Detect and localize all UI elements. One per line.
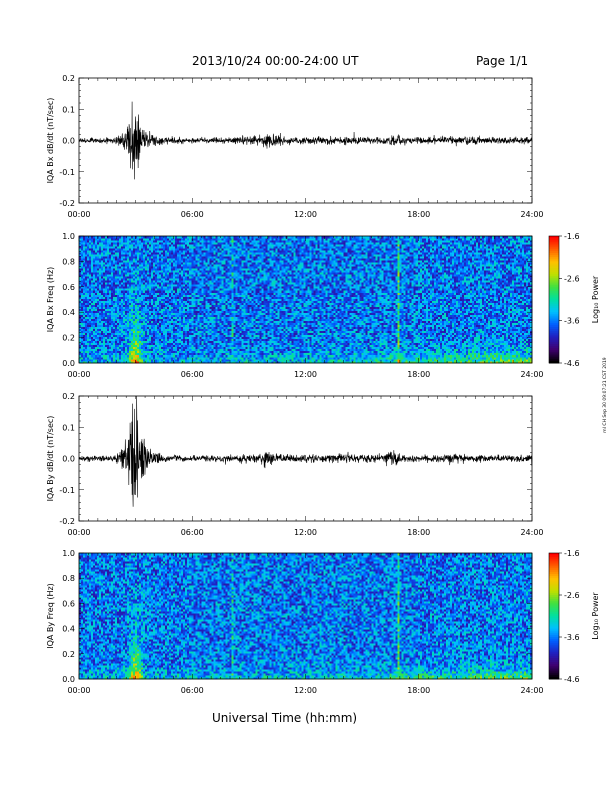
y-tick-label: 0.2 <box>62 334 75 343</box>
y-ticks <box>79 395 532 522</box>
x-tick-label: 12:00 <box>294 528 317 537</box>
y-tick-label: -0.1 <box>59 168 75 177</box>
y-tick-label: 0.0 <box>62 675 75 684</box>
x-tick-label: 00:00 <box>67 528 90 537</box>
y-tick-label: 0.0 <box>62 359 75 368</box>
x-tick-label: 00:00 <box>67 210 90 219</box>
colorbar-tick-label: -2.6 <box>564 274 580 283</box>
y-ticks <box>79 552 532 680</box>
y-tick-label: 0.2 <box>62 74 75 83</box>
x-tick-label: 06:00 <box>181 370 204 379</box>
colorbar-tick-label: -4.6 <box>564 675 580 684</box>
x-ticks <box>78 236 533 363</box>
waveform-trace <box>78 395 533 507</box>
x-tick-label: 06:00 <box>181 686 204 695</box>
y-tick-label: 0.8 <box>62 257 75 266</box>
colorbar-label: Log₁₀ Power <box>591 592 600 640</box>
x-tick-label: 24:00 <box>520 686 543 695</box>
x-tick-label: 12:00 <box>294 210 317 219</box>
x-tick-label: 18:00 <box>407 686 430 695</box>
x-ticks <box>78 553 533 679</box>
y-tick-label: 0.4 <box>62 625 75 634</box>
y-ticks <box>79 77 532 204</box>
x-tick-label: 00:00 <box>67 686 90 695</box>
colorbar-label: Log₁₀ Power <box>591 275 600 323</box>
colorbar-tick-label: -3.6 <box>564 633 580 642</box>
y-ticks <box>79 235 532 364</box>
y-tick-label: 0.1 <box>62 423 75 432</box>
y-tick-label: -0.2 <box>59 517 75 526</box>
y-tick-label: 0.2 <box>62 392 75 401</box>
x-tick-label: 00:00 <box>67 370 90 379</box>
y-tick-label: -0.1 <box>59 486 75 495</box>
plot-date-range: 2013/10/24 00:00-24:00 UT <box>192 54 358 68</box>
y-tick-label: 0.6 <box>62 599 75 608</box>
x-ticks <box>78 396 533 521</box>
x-ticks <box>78 78 533 203</box>
x-tick-label: 18:00 <box>407 210 430 219</box>
x-tick-label: 24:00 <box>520 370 543 379</box>
x-tick-label: 18:00 <box>407 370 430 379</box>
colorbar-tick-label: -1.6 <box>564 232 580 241</box>
y-tick-label: 0.2 <box>62 650 75 659</box>
y-axis-label: IQA By dB/dt (nT/sec) <box>46 416 55 502</box>
y-tick-label: 0.0 <box>62 137 75 146</box>
y-axis-label: IQA Bx dB/dt (nT/sec) <box>46 98 55 184</box>
page-number: Page 1/1 <box>476 54 528 68</box>
x-tick-label: 06:00 <box>181 210 204 219</box>
colorbar-tick-label: -4.6 <box>564 359 580 368</box>
y-tick-label: 0.8 <box>62 574 75 583</box>
colorbar-tick-label: -3.6 <box>564 317 580 326</box>
spectrogram-cells <box>79 553 533 680</box>
colorbar-frame <box>548 552 560 680</box>
colorbar-tick-label: -2.6 <box>564 591 580 600</box>
side-note: ml CH Sep 30 09:07:21 CST 2019 <box>602 357 608 432</box>
x-tick-label: 12:00 <box>294 686 317 695</box>
y-tick-label: -0.2 <box>59 199 75 208</box>
spectrogram-cells <box>79 236 533 364</box>
waveform-trace <box>78 101 533 180</box>
x-tick-label: 18:00 <box>407 528 430 537</box>
x-tick-label: 24:00 <box>520 210 543 219</box>
y-tick-label: 1.0 <box>62 232 75 241</box>
x-tick-label: 06:00 <box>181 528 204 537</box>
y-tick-label: 0.0 <box>62 455 75 464</box>
x-axis-title: Universal Time (hh:mm) <box>212 711 357 725</box>
y-tick-label: 0.6 <box>62 283 75 292</box>
y-tick-label: 0.4 <box>62 308 75 317</box>
x-tick-label: 12:00 <box>294 370 317 379</box>
colorbar-frame <box>548 235 560 364</box>
y-tick-label: 1.0 <box>62 549 75 558</box>
colorbar-tick-label: -1.6 <box>564 549 580 558</box>
y-axis-label: IQA Bx Freq (Hz) <box>46 267 55 333</box>
x-tick-label: 24:00 <box>520 528 543 537</box>
y-axis-label: IQA By Freq (Hz) <box>46 583 55 649</box>
y-tick-label: 0.1 <box>62 105 75 114</box>
colorbar <box>549 553 559 680</box>
colorbar <box>549 236 559 364</box>
